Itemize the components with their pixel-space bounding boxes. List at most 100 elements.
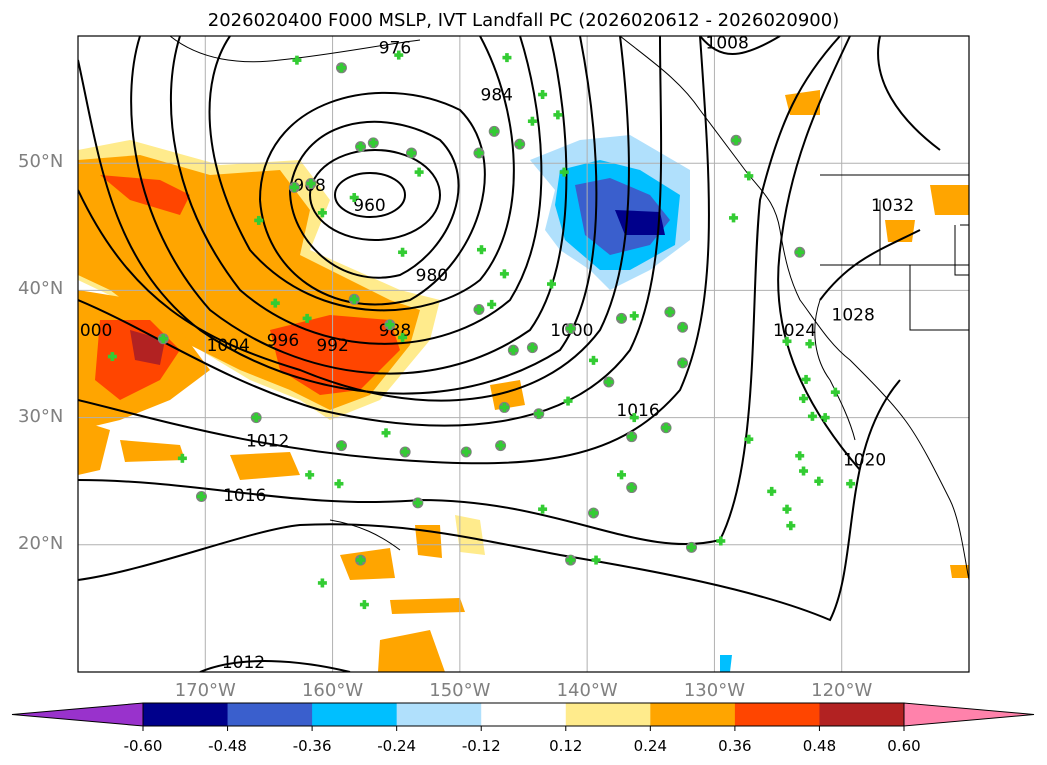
station-plus-marker [547,279,557,289]
station-plus-marker [487,299,497,309]
contour-label: 1008 [706,33,749,53]
station-plus-marker [359,600,369,610]
contour-label: 1032 [871,196,914,216]
station-plus-marker [534,409,544,419]
station-plus-marker [538,504,548,514]
station-plus-marker [336,63,346,73]
station-plus-marker [476,245,486,255]
coastlines [169,36,969,581]
station-plus-marker [414,167,424,177]
plot-frame [77,35,970,673]
lon-tick-label: 170°W [174,680,236,701]
colorbar-segment [396,703,482,726]
station-plus-marker [731,135,741,145]
station-plus-marker [317,578,327,588]
colorbar-tick-label: -0.12 [461,737,501,755]
colorbar-tick-label: 0.12 [549,737,583,755]
contour-label: 1000 [69,321,112,341]
lon-tick-label: 130°W [683,680,745,701]
station-plus-marker [349,193,359,203]
station-plus-marker [807,411,817,421]
station-plus-marker [496,441,506,451]
station-plus-marker [617,470,627,480]
station-plus-marker [499,402,509,412]
colorbar-tick-label: 0.60 [887,737,921,755]
colorbar-extend-high [903,702,1035,727]
station-plus-marker [489,126,499,136]
station-plus-marker [254,215,264,225]
station-plus-marker [305,470,315,480]
station-plus-marker [744,171,754,181]
station-plus-marker [385,320,395,330]
lon-tick-label: 150°W [429,680,491,701]
lon-tick-label: 140°W [556,680,618,701]
colorbar-tick-label: -0.36 [292,737,332,755]
station-plus-marker [107,352,117,362]
station-plus-marker [177,453,187,463]
station-plus-marker [795,247,805,257]
station-plus-marker [716,536,726,546]
station-plus-marker [665,307,675,317]
station-plus-marker [251,413,261,423]
colorbar-tick-label: -0.24 [377,737,417,755]
station-plus-marker [814,476,824,486]
station-plus-marker [591,555,601,565]
lon-tick-label: 120°W [811,680,873,701]
contour-label: 1016 [616,401,659,421]
station-plus-marker [502,53,512,63]
colorbar-segment [312,703,398,726]
colorbar-tick-label: 0.36 [718,737,752,755]
mslp-contours [78,36,941,672]
station-plus-marker [336,441,346,451]
station-plus-marker [196,491,206,501]
station-plus-marker [474,304,484,314]
station-plus-marker [474,148,484,158]
lat-tick-label: 30°N [18,405,64,427]
station-plus-marker [767,486,777,496]
chart-title: 2026020400 F000 MSLP, IVT Landfall PC (2… [207,10,840,31]
station-plus-marker [782,336,792,346]
station-plus-marker [398,332,408,342]
station-plus-marker [846,479,856,489]
contour-label: 1016 [223,486,266,506]
contour-label: 1012 [246,431,289,451]
station-plus-marker [563,396,573,406]
station-plus-marker [830,387,840,397]
station-plus-marker [398,247,408,257]
colorbar [11,702,1035,731]
contour-label: 1020 [843,451,886,471]
colorbar-extend-low [11,702,144,727]
contour-label: 1024 [773,321,816,341]
contour-label: 1028 [832,306,875,326]
station-plus-marker [289,182,299,192]
contour-label: 992 [316,336,348,356]
station-plus-marker [661,423,671,433]
colorbar-segment [227,703,313,726]
colorbar-tick-label: 0.24 [633,737,668,755]
lat-tick-label: 20°N [18,532,64,554]
ivt-shading [78,90,969,672]
station-plus-marker [400,447,410,457]
station-plus-marker [795,451,805,461]
colorbar-tick-label: -0.60 [123,737,163,755]
station-plus-marker [678,322,688,332]
station-plus-marker [566,324,576,334]
station-plus-marker [334,479,344,489]
contour-label: 996 [267,331,299,351]
station-plus-marker [786,521,796,531]
station-plus-marker [499,269,509,279]
contour-label: 980 [416,266,448,286]
station-plus-marker [527,116,537,126]
station-plus-marker [589,355,599,365]
station-plus-marker [158,334,168,344]
contour-label: 960 [353,196,385,216]
station-plus-marker [678,358,688,368]
lon-tick-label: 160°W [301,680,364,701]
station-plus-marker [538,90,548,100]
colorbar-segment [734,703,820,726]
station-plus-marker [604,377,614,387]
station-plus-marker [801,374,811,384]
station-plus-marker [799,466,809,476]
